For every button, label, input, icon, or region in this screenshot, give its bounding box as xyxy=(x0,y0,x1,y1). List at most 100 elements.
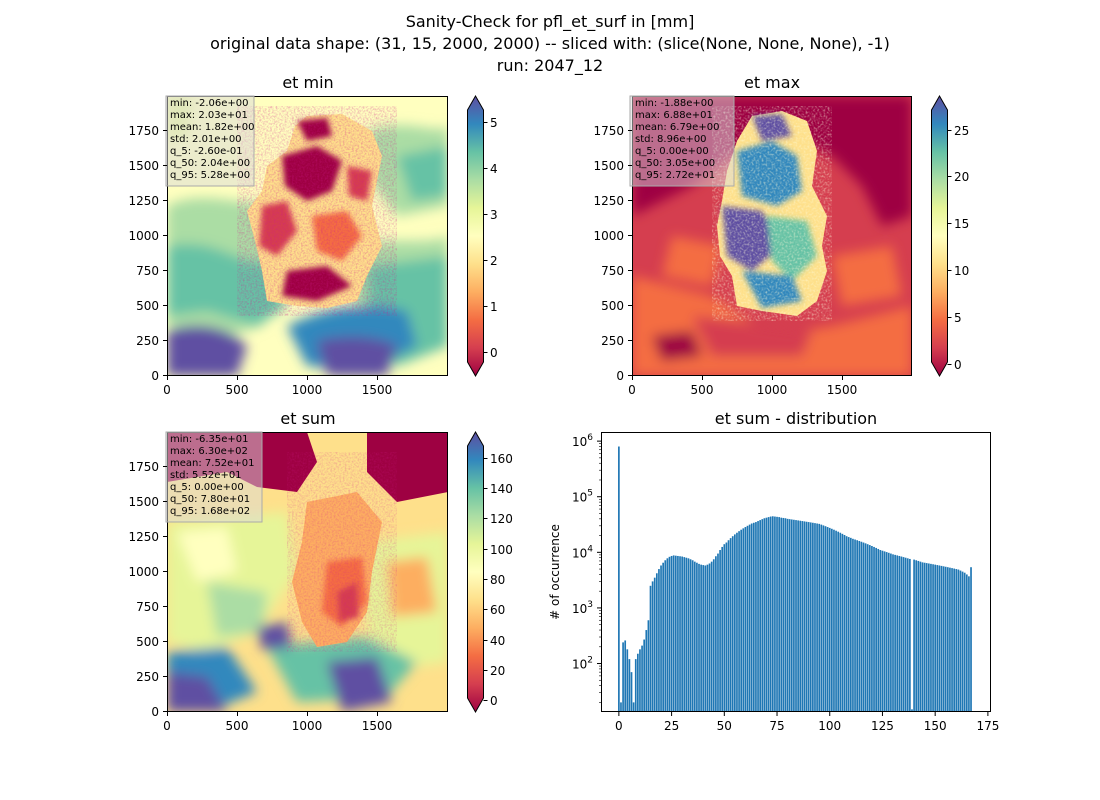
axes-frame xyxy=(601,432,991,712)
hist-bar xyxy=(913,559,915,711)
svg-text:q_5: -2.60e-01: q_5: -2.60e-01 xyxy=(170,146,243,157)
hist-bar xyxy=(887,552,890,711)
svg-text:500: 500 xyxy=(136,299,159,313)
hist-bar xyxy=(769,516,772,711)
hist-bar xyxy=(919,561,922,711)
svg-text:1250: 1250 xyxy=(593,194,624,208)
hist-title: et sum - distribution xyxy=(715,409,877,428)
hist-bar xyxy=(620,702,622,711)
svg-text:q_50: 7.80e+01: q_50: 7.80e+01 xyxy=(170,494,250,505)
hist-bar xyxy=(805,521,808,711)
hist-bar xyxy=(742,528,745,711)
hist-bar xyxy=(672,555,675,711)
hist-bar xyxy=(683,557,686,711)
hist-bar xyxy=(658,569,660,711)
svg-text:3: 3 xyxy=(490,208,498,222)
hist-bar xyxy=(890,553,892,711)
hist-bar xyxy=(740,529,743,711)
hist-bar xyxy=(717,553,719,711)
x-tick-label: 125 xyxy=(871,719,894,733)
x-tick-labels: 0 500 1000 1500 xyxy=(628,376,857,397)
colorbar: 0 20 40 60 80 100 120 140 160 xyxy=(467,430,513,714)
hist-bar xyxy=(831,528,833,711)
hist-bar xyxy=(826,527,829,711)
hist-bar xyxy=(664,560,667,711)
svg-text:5: 5 xyxy=(954,311,962,325)
svg-text:20: 20 xyxy=(490,664,505,678)
hist-bar xyxy=(784,518,787,711)
hist-bar xyxy=(921,562,924,711)
svg-text:1500: 1500 xyxy=(362,383,393,397)
hist-bar xyxy=(854,539,856,711)
hist-bar xyxy=(953,568,955,711)
y-tick-labels: 0 250 500 750 1000 1250 1500 1750 xyxy=(593,124,632,383)
svg-text:std: 2.01e+00: std: 2.01e+00 xyxy=(170,134,242,145)
hist-bar xyxy=(721,546,724,711)
hist-bar xyxy=(900,556,903,711)
hist-bar xyxy=(932,564,934,711)
hist-bar xyxy=(841,533,844,711)
panel-title: et max xyxy=(744,73,800,92)
hist-bar xyxy=(710,561,713,711)
hist-bar xyxy=(632,702,635,711)
hist-bar xyxy=(898,555,901,711)
hist-bar xyxy=(793,519,795,711)
hist-bar xyxy=(871,545,873,711)
hist-bar xyxy=(946,567,949,711)
svg-text:140: 140 xyxy=(490,482,513,496)
hist-bar xyxy=(639,649,641,711)
hist-bar xyxy=(862,542,865,711)
hist-bar xyxy=(767,517,770,711)
hist-bar xyxy=(752,522,755,711)
panel-et-sum-distribution: et sum - distribution 0 25 50 75 100 125 150 17… xyxy=(548,409,999,733)
svg-text:1500: 1500 xyxy=(128,159,159,173)
svg-text:0: 0 xyxy=(163,719,171,733)
svg-text:160: 160 xyxy=(490,452,513,466)
axes-frame xyxy=(167,96,448,376)
hist-bar xyxy=(651,581,654,711)
svg-text:750: 750 xyxy=(136,600,159,614)
hist-bar xyxy=(963,572,966,711)
hist-bar xyxy=(951,568,953,711)
hist-bar xyxy=(856,540,858,711)
hist-bar xyxy=(833,529,835,711)
y-tick-labels: 0 250 500 750 1000 1250 1500 1750 xyxy=(128,460,167,719)
x-tick-label: 175 xyxy=(976,719,999,733)
hist-bar xyxy=(816,523,818,711)
axes-frame xyxy=(167,432,448,712)
hist-bar xyxy=(715,556,717,711)
hist-bar xyxy=(687,558,690,711)
svg-text:500: 500 xyxy=(226,383,249,397)
hist-bar xyxy=(928,563,930,711)
hist-bar xyxy=(860,541,863,711)
hist-bar xyxy=(759,520,761,711)
svg-text:q_5: 0.00e+00: q_5: 0.00e+00 xyxy=(170,482,244,493)
hist-bar xyxy=(799,520,802,711)
hist-bar xyxy=(647,620,650,711)
svg-text:250: 250 xyxy=(136,670,159,684)
y-tick-label: 103 xyxy=(572,600,593,616)
hist-bar xyxy=(691,560,694,711)
svg-text:0: 0 xyxy=(163,383,171,397)
hist-bar xyxy=(925,563,928,711)
svg-text:min: -2.06e+00: min: -2.06e+00 xyxy=(170,98,249,109)
svg-text:0: 0 xyxy=(628,383,636,397)
hist-bar xyxy=(727,540,730,711)
svg-text:250: 250 xyxy=(136,334,159,348)
hist-bar xyxy=(626,649,629,711)
svg-text:max: 6.30e+02: max: 6.30e+02 xyxy=(170,446,248,457)
hist-bar xyxy=(837,531,840,711)
hist-bar xyxy=(795,520,797,711)
svg-text:mean: 1.82e+00: mean: 1.82e+00 xyxy=(170,122,254,133)
svg-text:750: 750 xyxy=(136,264,159,278)
svg-text:1500: 1500 xyxy=(128,495,159,509)
hist-bar xyxy=(702,565,705,711)
stats-text: min: -2.06e+00 max: 2.03e+01 mean: 1.82e… xyxy=(170,98,254,181)
svg-text:0: 0 xyxy=(151,369,159,383)
svg-text:1750: 1750 xyxy=(128,124,159,138)
svg-text:mean: 6.79e+00: mean: 6.79e+00 xyxy=(635,122,719,133)
hist-bar xyxy=(892,554,894,711)
hist-bar xyxy=(866,544,869,711)
svg-text:500: 500 xyxy=(136,635,159,649)
hist-bar xyxy=(970,567,972,711)
